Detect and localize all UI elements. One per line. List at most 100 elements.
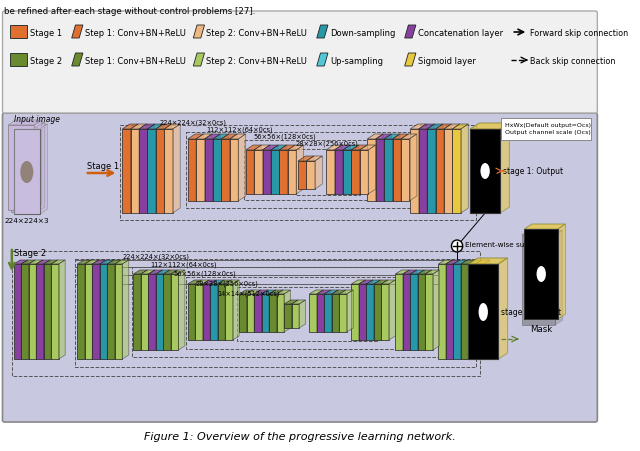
- Bar: [84, 264, 92, 359]
- Polygon shape: [246, 290, 253, 332]
- Polygon shape: [374, 281, 388, 285]
- Polygon shape: [339, 290, 353, 295]
- Polygon shape: [131, 125, 138, 213]
- Polygon shape: [433, 271, 439, 350]
- Bar: [269, 295, 276, 332]
- Polygon shape: [44, 260, 58, 264]
- Text: 28×28×(256×0cs): 28×28×(256×0cs): [295, 140, 358, 147]
- Polygon shape: [171, 271, 177, 350]
- Polygon shape: [343, 146, 359, 151]
- Polygon shape: [404, 26, 416, 39]
- Polygon shape: [410, 135, 417, 202]
- Polygon shape: [156, 271, 163, 350]
- Bar: [156, 274, 163, 350]
- Polygon shape: [221, 135, 229, 202]
- Bar: [366, 285, 374, 340]
- Bar: [374, 285, 381, 340]
- Polygon shape: [419, 125, 426, 213]
- FancyBboxPatch shape: [501, 119, 591, 141]
- Polygon shape: [139, 125, 147, 213]
- Polygon shape: [410, 271, 417, 350]
- Polygon shape: [122, 125, 138, 130]
- Polygon shape: [418, 271, 424, 350]
- Polygon shape: [288, 146, 303, 151]
- Polygon shape: [131, 125, 147, 130]
- Polygon shape: [156, 271, 170, 274]
- Polygon shape: [401, 135, 408, 202]
- Polygon shape: [193, 26, 205, 39]
- Polygon shape: [298, 156, 314, 161]
- Bar: [476, 264, 483, 359]
- Polygon shape: [296, 146, 303, 194]
- Polygon shape: [139, 125, 155, 130]
- Polygon shape: [522, 230, 563, 235]
- Text: 14×14×(512×0cs): 14×14×(512×0cs): [218, 290, 280, 296]
- Polygon shape: [218, 281, 224, 340]
- Polygon shape: [40, 125, 47, 215]
- Polygon shape: [156, 125, 163, 213]
- Polygon shape: [29, 260, 35, 359]
- Polygon shape: [498, 258, 508, 359]
- Polygon shape: [359, 281, 373, 285]
- Text: Stage 1: Stage 1: [86, 162, 119, 171]
- Bar: [171, 274, 179, 350]
- Polygon shape: [461, 125, 468, 213]
- Polygon shape: [36, 260, 50, 264]
- Polygon shape: [122, 260, 129, 359]
- Bar: [51, 264, 59, 359]
- Bar: [254, 295, 262, 332]
- Text: 224×224×3: 224×224×3: [4, 217, 49, 224]
- Polygon shape: [388, 281, 396, 340]
- Polygon shape: [403, 271, 417, 274]
- Text: Stage 2: Stage 2: [29, 56, 61, 65]
- Bar: [225, 285, 232, 340]
- Bar: [425, 274, 433, 350]
- Polygon shape: [326, 146, 342, 151]
- Polygon shape: [453, 260, 467, 264]
- Bar: [309, 295, 317, 332]
- Polygon shape: [72, 54, 83, 67]
- Bar: [92, 264, 100, 359]
- Polygon shape: [419, 125, 435, 130]
- Bar: [221, 140, 230, 202]
- Polygon shape: [163, 271, 170, 350]
- Polygon shape: [163, 271, 177, 274]
- Polygon shape: [35, 121, 42, 211]
- Text: Down-sampling: Down-sampling: [330, 28, 396, 37]
- Polygon shape: [284, 290, 291, 332]
- Bar: [367, 140, 376, 202]
- Polygon shape: [269, 290, 283, 295]
- Polygon shape: [309, 290, 323, 295]
- Bar: [468, 264, 476, 359]
- Text: stage 2: Output: stage 2: Output: [501, 308, 561, 317]
- Polygon shape: [410, 125, 426, 130]
- Text: Step 2: Conv+BN+ReLU: Step 2: Conv+BN+ReLU: [206, 56, 307, 65]
- Bar: [427, 130, 436, 213]
- Polygon shape: [368, 146, 376, 194]
- Bar: [36, 264, 44, 359]
- Text: 112×112×(64×0cs): 112×112×(64×0cs): [150, 261, 217, 267]
- Polygon shape: [425, 271, 439, 274]
- Bar: [410, 274, 418, 350]
- Polygon shape: [29, 260, 43, 264]
- Polygon shape: [307, 156, 314, 189]
- Bar: [188, 140, 196, 202]
- Polygon shape: [404, 54, 416, 67]
- Bar: [213, 140, 221, 202]
- Polygon shape: [500, 124, 509, 213]
- Polygon shape: [147, 125, 163, 130]
- Polygon shape: [271, 146, 278, 194]
- Polygon shape: [446, 260, 460, 264]
- Text: 56×56×(128×0cs): 56×56×(128×0cs): [173, 270, 236, 276]
- Polygon shape: [254, 290, 260, 332]
- Polygon shape: [232, 281, 239, 340]
- Polygon shape: [556, 230, 563, 325]
- Bar: [279, 151, 288, 194]
- Polygon shape: [188, 135, 204, 140]
- Bar: [438, 264, 446, 359]
- Polygon shape: [367, 135, 383, 140]
- Bar: [335, 151, 343, 194]
- Polygon shape: [203, 281, 209, 340]
- Polygon shape: [210, 281, 224, 285]
- Bar: [108, 264, 115, 359]
